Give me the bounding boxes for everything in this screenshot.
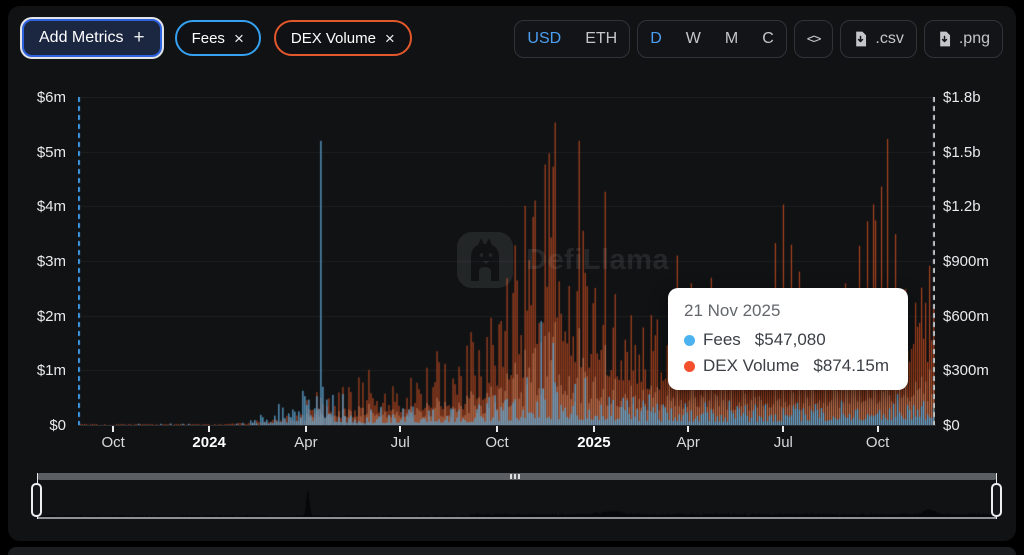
brush-minimap-canvas[interactable] (37, 480, 997, 518)
x-axis-tick-label: Apr (294, 434, 318, 451)
currency-toggle: USD ETH (514, 20, 631, 58)
y-axis-left-tick-label: $1m (36, 362, 66, 380)
metric-pill-dex-volume[interactable]: DEX Volume × (273, 20, 412, 56)
brush-left-handle[interactable] (31, 483, 42, 517)
add-metrics-label: Add Metrics (39, 29, 124, 46)
download-png-button[interactable]: .png (923, 20, 1003, 58)
add-metrics-button[interactable]: Add Metrics + (22, 19, 162, 57)
y-axis-right-tick-label: $0 (943, 417, 960, 434)
y-axis-right-tick-label: $900m (943, 253, 989, 270)
x-axis-tick-mark (496, 426, 499, 432)
y-axis-right-tick-label: $1.2b (943, 198, 981, 216)
y-axis-right-dex-volume: $1.8b $1.5b $1.2b $900m $600m $300m $0 (941, 89, 1011, 434)
metric-pill-fees-label: Fees (191, 29, 225, 47)
x-axis-tick-label: Oct (485, 434, 509, 451)
x-axis-tick-mark (304, 426, 307, 432)
currency-usd-button[interactable]: USD (527, 30, 562, 47)
file-download-icon (937, 31, 952, 47)
y-axis-left-tick-label: $4m (36, 198, 66, 216)
fees-series-dot (684, 334, 695, 346)
x-axis-tick-label: Jul (390, 434, 410, 451)
x-axis-labels: Oct 2024 Apr Jul Oct 2025 Apr Jul Oct (78, 434, 935, 454)
download-png-label: .png (958, 30, 990, 47)
x-axis-tick-mark (782, 426, 785, 432)
interval-daily-button[interactable]: D (650, 30, 662, 47)
y-axis-right-tick-label: $600m (943, 307, 989, 325)
tooltip-date: 21 Nov 2025 (684, 301, 781, 320)
y-axis-right-tick-label: $1.8b (943, 89, 981, 106)
y-axis-left-tick-label: $2m (36, 307, 66, 325)
y-axis-left-tick-label: $6m (36, 89, 66, 106)
brush-rail[interactable] (37, 473, 997, 480)
currency-eth-button[interactable]: ETH (585, 30, 618, 47)
x-axis-tick-mark (876, 426, 879, 432)
x-axis-tick-mark (592, 426, 595, 432)
x-axis-line (78, 425, 936, 426)
x-axis-ticks (78, 425, 935, 433)
dex-volume-series-dot (684, 360, 695, 372)
chart-tooltip: 21 Nov 2025 Fees $547,080 DEX Volume $87… (668, 288, 908, 390)
brush-grip-handle[interactable] (510, 474, 520, 479)
x-axis-tick-label: Jul (773, 434, 793, 451)
y-axis-left-tick-label: $0 (49, 417, 66, 434)
x-axis-tick-mark (112, 426, 115, 432)
x-axis-tick-label: Apr (676, 434, 700, 451)
download-csv-button[interactable]: .csv (840, 20, 917, 58)
interval-weekly-button[interactable]: W (685, 30, 701, 47)
interval-toggle: D W M C (637, 20, 787, 58)
x-axis-tick-label: Oct (865, 434, 890, 451)
tooltip-row-dex-volume: DEX Volume $874.15m (684, 356, 892, 376)
x-axis-tick-label: 2025 (577, 434, 611, 451)
close-icon[interactable]: × (233, 28, 244, 48)
brush-baseline (37, 517, 997, 519)
y-axis-right-tick-label: $300m (943, 362, 989, 380)
x-axis-tick-label: Oct (101, 434, 125, 451)
y-axis-right-tick-label: $1.5b (943, 143, 981, 161)
embed-code-button[interactable]: <> (793, 20, 834, 58)
file-download-icon (853, 31, 868, 47)
interval-cumulative-button[interactable]: C (762, 30, 774, 47)
x-axis-tick-mark (687, 426, 690, 432)
x-axis-tick-label: 2024 (192, 434, 226, 451)
tooltip-fees-value: $547,080 (754, 330, 826, 349)
x-axis-tick-mark (399, 426, 402, 432)
code-icon: <> (806, 31, 822, 47)
interval-monthly-button[interactable]: M (724, 30, 739, 47)
metric-pill-fees[interactable]: Fees × (174, 20, 261, 56)
metrics-toolbar: Add Metrics + Fees × DEX Volume × (22, 19, 412, 57)
tooltip-row-fees: Fees $547,080 (684, 330, 892, 350)
next-section-edge (8, 547, 1016, 555)
y-axis-left-tick-label: $3m (36, 253, 66, 270)
x-axis-tick-mark (208, 426, 211, 432)
plus-icon: + (133, 27, 145, 48)
y-axis-left-fees: $6m $5m $4m $3m $2m $1m $0 (18, 89, 72, 434)
tooltip-dex-volume-label: DEX Volume (703, 356, 800, 375)
tooltip-fees-label: Fees (703, 330, 741, 349)
metric-pill-dex-volume-label: DEX Volume (290, 29, 376, 47)
tooltip-dex-volume-value: $874.15m (813, 356, 890, 375)
brush-right-handle[interactable] (991, 483, 1002, 517)
chart-controls: USD ETH D W M C <> .csv .png (514, 20, 1003, 58)
close-icon[interactable]: × (384, 28, 395, 48)
download-csv-label: .csv (875, 30, 904, 47)
y-axis-left-tick-label: $5m (36, 143, 66, 161)
